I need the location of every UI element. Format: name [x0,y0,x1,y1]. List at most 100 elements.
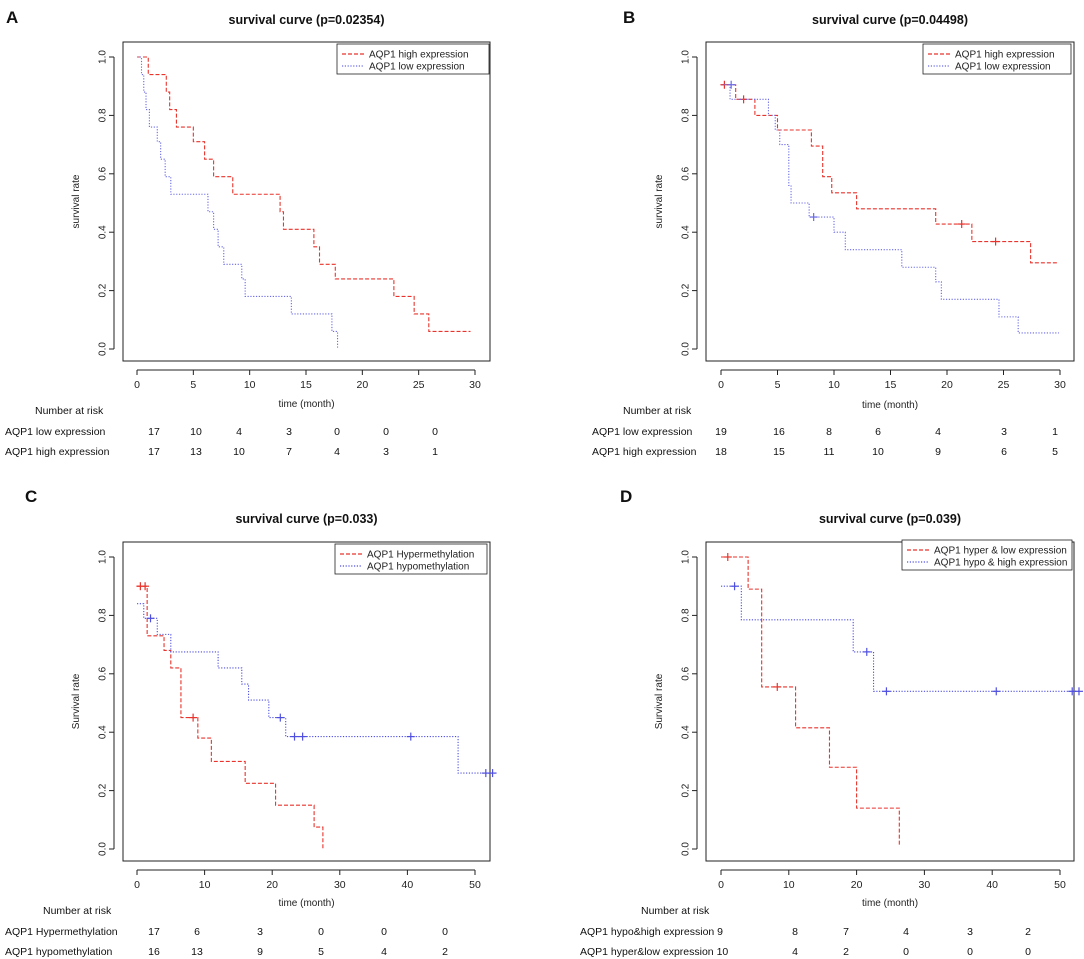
risk-value: 4 [792,946,798,958]
survival-line-blue [137,56,339,349]
risk-value: 6 [875,426,881,438]
x-axis-label: time (month) [278,898,334,909]
legend-box [922,43,1072,75]
risk-value: 1 [1052,426,1058,438]
risk-value: 0 [442,926,448,938]
risk-row-label: AQP1 low expression [5,426,106,438]
x-tick-label: 5 [190,379,196,391]
x-tick-label: 20 [356,379,368,391]
x-tick-label: 0 [134,879,140,891]
risk-value: 9 [257,946,263,958]
risk-row-label: AQP1 hypomethylation [5,946,113,958]
x-axis-label: time (month) [862,898,918,909]
risk-value: 0 [381,926,387,938]
risk-value: 0 [903,946,909,958]
x-tick-label: 10 [199,879,211,891]
y-tick-label: 0.6 [681,666,692,680]
risk-value: 4 [334,446,340,458]
risk-value: 3 [286,426,292,438]
x-tick-label: 20 [266,879,278,891]
risk-value: 10 [872,446,884,458]
x-axis-label: time (month) [278,399,334,410]
survival-line-red [137,56,471,333]
y-tick-label: 0.4 [681,725,692,739]
risk-value: 0 [967,946,973,958]
survival-line-red [721,556,900,847]
risk-value: 4 [236,426,242,438]
x-tick-label: 25 [413,379,425,391]
x-tick-label: 30 [919,879,931,891]
risk-value: 3 [257,926,263,938]
risk-row-label: AQP1 high expression [592,446,697,458]
risk-value: 10 [233,446,245,458]
survival-line-blue [721,84,1059,334]
y-tick-label: 0.6 [98,166,109,180]
y-tick-label: 1.0 [681,550,692,564]
y-tick-label: 1.0 [681,50,692,64]
y-tick-label: 0.0 [681,842,692,856]
risk-row-label: AQP1 hypo&high expression 9 [580,926,723,938]
plot-frame [705,541,1075,862]
survival-line-blue [721,585,1081,692]
x-tick-label: 15 [885,379,897,391]
y-tick-label: 0.4 [98,225,109,239]
risk-value: 11 [824,446,835,458]
risk-row-label: AQP1 Hypermethylation [5,926,118,938]
y-tick-label: 0.0 [681,342,692,356]
risk-table-title: Number at risk [641,905,710,917]
x-tick-label: 0 [718,879,724,891]
legend-box [336,43,490,75]
y-axis-label: survival rate [71,174,82,228]
risk-value: 16 [773,426,785,438]
risk-value: 16 [148,946,160,958]
risk-value: 17 [148,926,160,938]
x-axis-label: time (month) [862,400,918,411]
risk-value: 0 [1025,946,1031,958]
y-tick-label: 0.6 [681,166,692,180]
x-tick-label: 20 [851,879,863,891]
risk-value: 8 [792,926,798,938]
y-tick-label: 0.2 [681,283,692,297]
panel-letter: C [25,487,37,506]
risk-row-label: AQP1 low expression [592,426,693,438]
y-tick-label: 0.0 [98,342,109,356]
survival-line-red [721,84,1059,264]
legend-entry: AQP1 high expression [955,50,1055,61]
legend-entry: AQP1 hypomethylation [367,562,469,573]
chart-title: survival curve (p=0.04498) [812,13,968,27]
risk-value: 7 [843,926,849,938]
legend-entry: AQP1 hyper & low expression [934,546,1067,557]
risk-value: 0 [318,926,324,938]
y-axis-label: Survival rate [71,673,82,729]
x-tick-label: 50 [469,879,481,891]
panel-letter: A [6,8,18,27]
x-tick-label: 10 [244,379,256,391]
x-tick-label: 0 [718,379,724,391]
x-tick-label: 15 [300,379,312,391]
legend-entry: AQP1 hypo & high expression [934,558,1067,569]
x-tick-label: 40 [986,879,998,891]
risk-value: 7 [286,446,292,458]
legend-box [334,543,488,575]
panel-letter: D [620,487,632,506]
y-tick-label: 0.6 [98,666,109,680]
risk-value: 18 [715,446,727,458]
chart-title: survival curve (p=0.02354) [229,13,385,27]
y-tick-label: 0.2 [681,783,692,797]
risk-value: 13 [191,946,203,958]
plot-frame [122,541,491,862]
y-tick-label: 1.0 [98,550,109,564]
risk-value: 4 [935,426,941,438]
x-tick-label: 10 [783,879,795,891]
risk-value: 0 [334,426,340,438]
plot-frame [122,41,491,362]
y-tick-label: 0.2 [98,783,109,797]
x-tick-label: 30 [1054,379,1066,391]
risk-row-label: AQP1 high expression [5,446,110,458]
y-tick-label: 1.0 [98,50,109,64]
survival-line-red [137,585,324,849]
plot-frame [705,41,1075,362]
